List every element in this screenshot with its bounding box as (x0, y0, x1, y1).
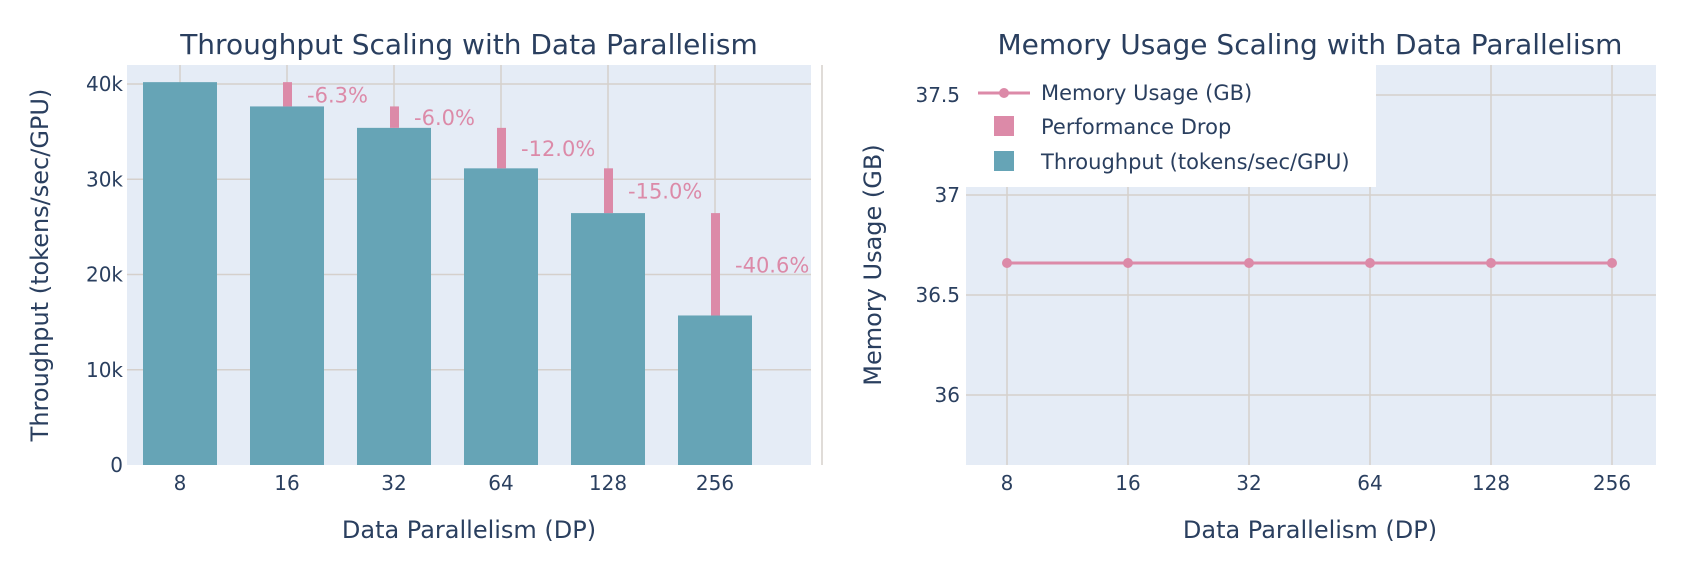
performance-drop-bar[interactable] (711, 213, 720, 316)
legend-label-drop: Performance Drop (1041, 115, 1231, 139)
memory-usage-line (1002, 258, 1617, 268)
x-tick-label: 256 (696, 471, 734, 495)
throughput-x-axis-title: Data Parallelism (DP) (342, 516, 596, 544)
x-tick-label: 64 (1357, 471, 1382, 495)
x-tick-label: 128 (589, 471, 627, 495)
y-tick-label: 10k (86, 358, 123, 382)
legend-label-memory: Memory Usage (GB) (1041, 81, 1252, 105)
performance-drop-bar[interactable] (390, 106, 399, 128)
performance-drop-bars: -6.3% -6.0% -12.0% -15.0% -40.6% (283, 82, 809, 316)
x-tick-label: 8 (1001, 471, 1014, 495)
y-tick-label: 36.5 (915, 283, 960, 307)
throughput-axis-ticks: 8 16 32 64 128 256 0 10k 20k 30k 40k (86, 72, 734, 495)
y-tick-label: 37.5 (915, 83, 960, 107)
legend-label-throughput: Throughput (tokens/sec/GPU) (1040, 150, 1350, 174)
drop-percentage-label: -15.0% (628, 180, 702, 204)
y-tick-label: 37 (935, 183, 960, 207)
x-tick-label: 32 (381, 471, 406, 495)
memory-usage-point[interactable] (1607, 258, 1617, 268)
drop-percentage-label: -40.6% (735, 253, 809, 277)
y-tick-label: 30k (86, 167, 123, 191)
memory-usage-point[interactable] (1244, 258, 1254, 268)
throughput-bars (143, 82, 752, 466)
legend-throughput-swatch (994, 151, 1014, 171)
legend-item-drop[interactable]: Performance Drop (994, 115, 1231, 139)
legend-drop-swatch (994, 116, 1014, 136)
memory-usage-point[interactable] (1365, 258, 1375, 268)
memory-usage-point[interactable] (1486, 258, 1496, 268)
throughput-bar[interactable] (678, 315, 752, 465)
performance-drop-bar[interactable] (604, 168, 613, 214)
x-tick-label: 32 (1236, 471, 1261, 495)
memory-usage-point[interactable] (1123, 258, 1133, 268)
drop-percentage-label: -12.0% (521, 137, 595, 161)
legend-marker-swatch (999, 88, 1009, 98)
drop-percentage-label: -6.3% (307, 83, 368, 107)
x-tick-label: 64 (488, 471, 513, 495)
memory-chart: 8 16 32 64 128 256 36 36.5 37 37.5 Memory Usage S… (859, 28, 1656, 544)
y-tick-label: 20k (86, 263, 123, 287)
y-tick-label: 0 (110, 453, 123, 477)
performance-drop-bar[interactable] (283, 82, 292, 107)
x-tick-label: 16 (274, 471, 299, 495)
memory-x-axis-title: Data Parallelism (DP) (1183, 516, 1437, 544)
legend-box (966, 65, 1376, 187)
throughput-bar[interactable] (571, 213, 645, 465)
drop-percentage-label: -6.0% (414, 106, 475, 130)
x-tick-label: 256 (1593, 471, 1631, 495)
memory-y-axis-title: Memory Usage (GB) (859, 144, 887, 385)
memory-usage-point[interactable] (1002, 258, 1012, 268)
throughput-bar[interactable] (464, 168, 538, 466)
x-tick-label: 16 (1115, 471, 1140, 495)
x-tick-label: 128 (1472, 471, 1510, 495)
legend-item-throughput[interactable]: Throughput (tokens/sec/GPU) (994, 150, 1350, 174)
legend-item-memory[interactable]: Memory Usage (GB) (978, 81, 1252, 105)
legend: Memory Usage (GB) Performance Drop Throu… (966, 65, 1376, 187)
x-tick-label: 8 (174, 471, 187, 495)
y-tick-label: 40k (86, 72, 123, 96)
throughput-bar[interactable] (250, 106, 324, 465)
throughput-bar[interactable] (143, 82, 217, 466)
throughput-chart: -6.3% -6.0% -12.0% -15.0% -40.6% 8 16 32 64 128 2… (26, 28, 823, 544)
performance-drop-bar[interactable] (497, 127, 506, 169)
throughput-bar[interactable] (357, 127, 431, 465)
memory-chart-title: Memory Usage Scaling with Data Paralleli… (998, 28, 1623, 61)
y-tick-label: 36 (935, 383, 960, 407)
throughput-chart-title: Throughput Scaling with Data Parallelism (179, 28, 758, 61)
throughput-y-axis-title: Throughput (tokens/sec/GPU) (26, 89, 54, 443)
memory-axis-ticks: 8 16 32 64 128 256 36 36.5 37 37.5 (915, 83, 1631, 495)
